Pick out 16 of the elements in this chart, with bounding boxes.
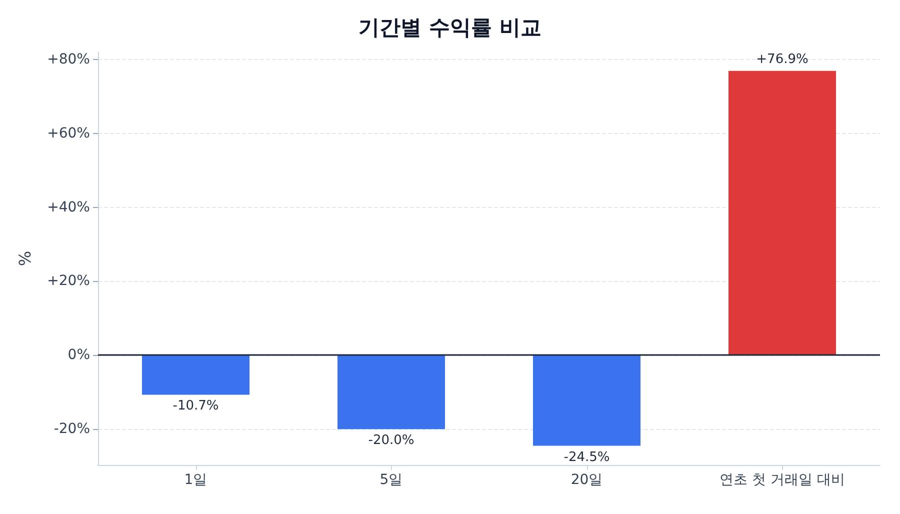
- y-tick-label: +20%: [47, 273, 90, 290]
- y-tick-label: +60%: [47, 125, 90, 142]
- x-tick-label: 연초 첫 거래일 대비: [720, 472, 845, 488]
- data-label: -10.7%: [172, 398, 219, 414]
- x-tick-label: 1일: [184, 472, 208, 488]
- y-tick-label: -20%: [54, 421, 90, 438]
- y-axis-title: %: [16, 250, 34, 266]
- y-tick-label: 0%: [68, 347, 90, 364]
- x-tick-label: 5일: [380, 472, 403, 488]
- chart-title: 기간별 수익률 비교: [358, 16, 542, 40]
- data-label: -24.5%: [564, 450, 610, 465]
- y-tick-label: +80%: [47, 51, 90, 68]
- data-label: +76.9%: [756, 52, 808, 67]
- data-label: -20.0%: [368, 433, 414, 448]
- x-tick-label: 20일: [570, 472, 603, 488]
- y-tick-label: +40%: [47, 199, 90, 216]
